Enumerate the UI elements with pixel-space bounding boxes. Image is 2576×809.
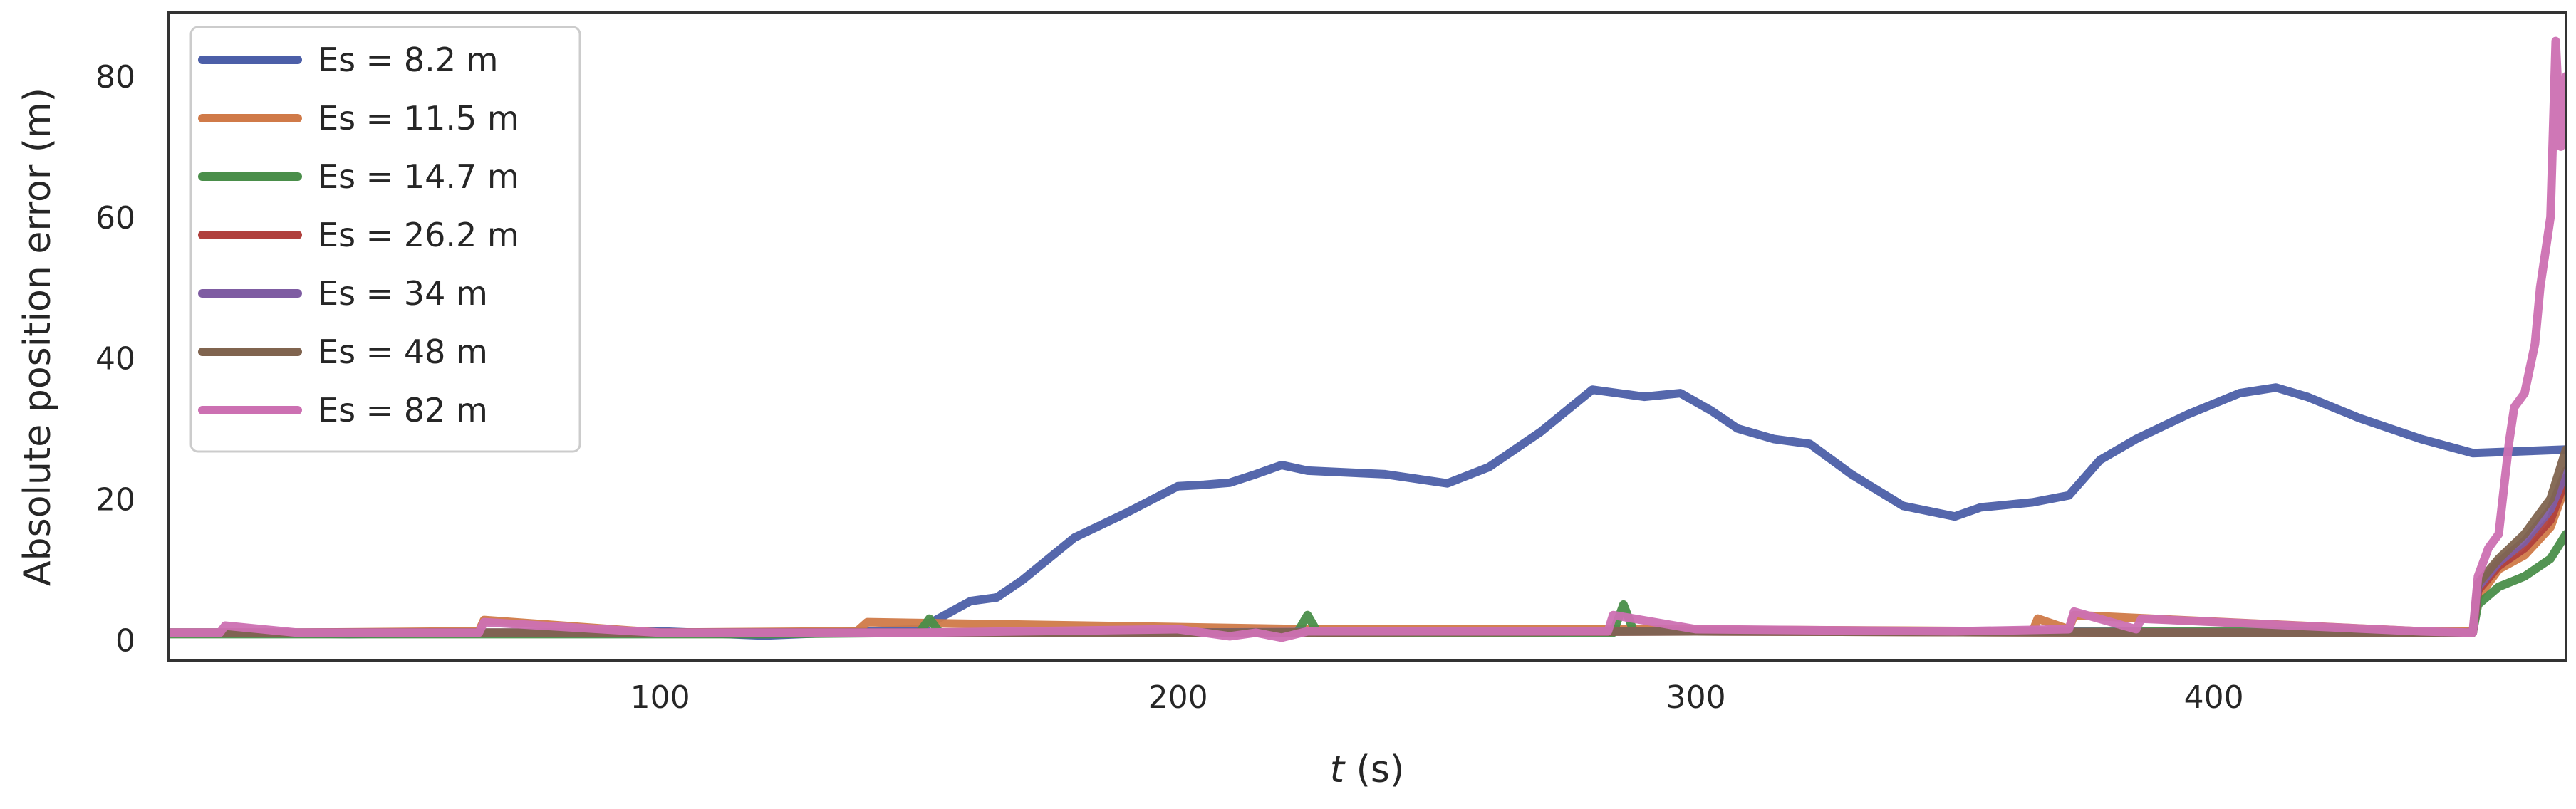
y-tick-label: 40 [95,341,135,377]
series-line-7 [168,36,2566,642]
y-tick-label: 80 [95,59,135,95]
y-tick-label: 20 [95,482,135,518]
y-axis-ticks: 0 20 40 60 80 [95,59,135,659]
y-tick-label: 60 [95,200,135,236]
series-line-2 [168,480,2566,637]
x-axis-label: t (s) [1330,748,1405,791]
y-axis-label: Absolute position error (m) [16,88,59,586]
x-tick-label: 300 [1666,679,1726,716]
legend-box [189,26,581,453]
legend-label: Es = 14.7 m [318,157,519,196]
x-tick-label: 200 [1148,679,1208,716]
legend-label: Es = 8.2 m [318,41,498,79]
legend-label: Es = 11.5 m [318,99,519,137]
legend: Es = 8.2 m Es = 11.5 m Es = 14.7 m Es = 26.… [189,26,581,453]
series-layer [168,36,2566,642]
y-tick-label: 0 [115,622,135,659]
x-tick-label: 400 [2184,679,2244,716]
x-tick-label: 100 [630,679,690,716]
legend-label: Es = 34 m [318,274,488,313]
legend-label: Es = 26.2 m [318,216,519,254]
series-line-4 [168,473,2566,637]
x-axis-ticks: 100 200 300 400 [630,679,2244,716]
legend-label: Es = 82 m [318,391,488,429]
plot-frame [167,11,2567,662]
legend-label: Es = 48 m [318,333,488,371]
series-line-5 [168,466,2566,637]
